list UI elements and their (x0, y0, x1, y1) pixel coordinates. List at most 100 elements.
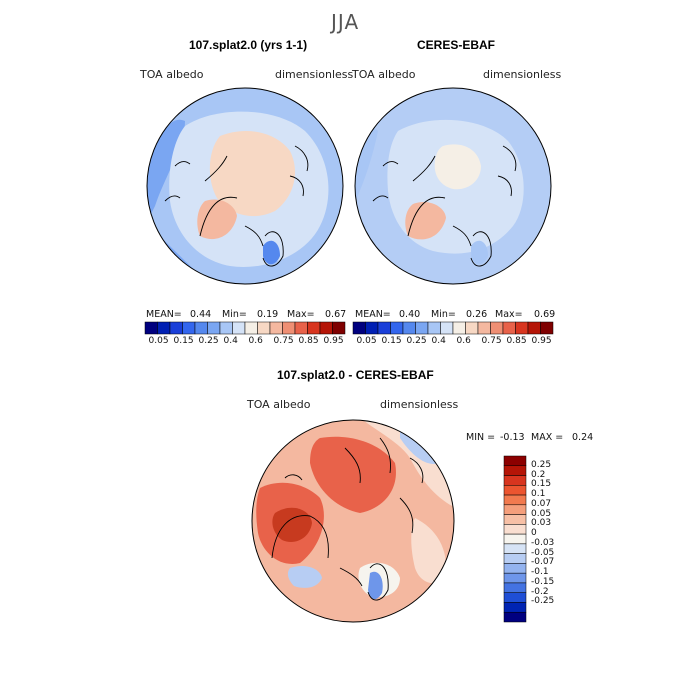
colorbar-swatch (244, 321, 258, 335)
difference-colorbar (503, 455, 527, 623)
colorbar-swatch (402, 321, 416, 335)
colorbar-swatch (503, 553, 527, 564)
colorbar-tick-label: 0.85 (506, 336, 527, 346)
colorbar-swatch (207, 321, 221, 335)
model-albedo-map (146, 87, 344, 285)
negative-region (287, 566, 322, 588)
colorbar-tick-label: 0.95 (531, 336, 552, 346)
colorbar-swatch (503, 475, 527, 486)
colorbar-swatch (352, 321, 366, 335)
colorbar-tick-label: 0.75 (273, 336, 294, 346)
colorbar-tick-label: 0 (531, 528, 537, 539)
panel1-mean-value: 0.44 (190, 309, 212, 320)
colorbar-swatch (377, 321, 391, 335)
colorbar-swatch (503, 533, 527, 545)
colorbar-swatch (257, 321, 271, 335)
strong-positive-region (310, 436, 396, 513)
colorbar-tick-label: 0.07 (531, 498, 552, 509)
colorbar-swatch (194, 321, 208, 335)
colorbar-tick-label: 0.6 (456, 336, 471, 346)
colorbar-swatch (540, 321, 554, 335)
diff-max-value: 0.24 (572, 432, 594, 443)
colorbar-swatch (427, 321, 441, 335)
colorbar-tick-label: 0.75 (481, 336, 502, 346)
colorbar-swatch (490, 321, 504, 335)
colorbar-swatch (503, 563, 527, 574)
colorbar-tick-label: 0.15 (173, 336, 194, 346)
colorbar-swatch (452, 321, 466, 335)
colorbar-tick-label: -0.25 (531, 596, 555, 607)
colorbar-tick-label: -0.05 (531, 547, 555, 558)
colorbar-tick-label: -0.03 (531, 537, 555, 548)
coastline (372, 145, 517, 267)
colorbar-tick-label: 0.15 (531, 479, 552, 490)
colorbar-swatch (503, 582, 527, 593)
colorbar-tick-label: 0.4 (431, 336, 446, 346)
diff-title: 107.splat2.0 - CERES-EBAF (277, 368, 434, 382)
colorbar-tick-label: 0.6 (248, 336, 263, 346)
colorbar-swatch (294, 321, 308, 335)
colorbar-tick-label: 0.85 (298, 336, 319, 346)
colorbar-tick-label: 0.25 (406, 336, 427, 346)
colorbar-swatch (182, 321, 196, 335)
panel2-min-value: 0.26 (466, 309, 488, 320)
colorbar-swatch (503, 611, 527, 623)
colorbar-tick-label: 0.95 (323, 336, 344, 346)
colorbar-swatch (503, 514, 527, 525)
panel1-variable: TOA albedo (140, 68, 204, 81)
panel2-mean-label: MEAN= (355, 309, 391, 320)
panel2-variable: TOA albedo (352, 68, 416, 81)
high-albedo-region (434, 144, 481, 190)
colorbar-tick-label: 0.4 (223, 336, 238, 346)
colorbar-swatch (232, 321, 246, 335)
very-strong-positive-region (272, 507, 312, 543)
panel1-max-value: 0.67 (325, 309, 347, 320)
colorbar-swatch (503, 455, 527, 467)
panel2-units: dimensionless (483, 68, 562, 81)
coastline (271, 437, 424, 601)
colorbar-swatch (503, 572, 527, 584)
colorbar-swatch (502, 321, 516, 335)
colorbar-tick-label: -0.2 (531, 586, 549, 597)
colorbar-tick-label: 0.25 (198, 336, 219, 346)
colorbar-swatch (503, 494, 527, 506)
model-colorbar (144, 321, 346, 335)
colorbar-swatch (390, 321, 404, 335)
panel2-title: CERES-EBAF (417, 38, 496, 52)
diff-variable: TOA albedo (247, 398, 311, 411)
weak-positive-region (411, 518, 446, 584)
colorbar-swatch (515, 321, 529, 335)
coastline (164, 145, 309, 267)
colorbar-tick-label: 0.05 (148, 336, 169, 346)
colorbar-tick-label: -0.07 (531, 557, 555, 568)
colorbar-tick-label: 0.03 (531, 518, 552, 529)
colorbar-swatch (332, 321, 346, 335)
diff-min-label: MIN = (466, 432, 496, 443)
negative-region (368, 571, 383, 600)
colorbar-swatch (503, 465, 527, 476)
colorbar-swatch (503, 504, 527, 515)
ceres-colorbar (352, 321, 554, 335)
colorbar-swatch (144, 321, 158, 335)
panel1-min-label: Min= (222, 309, 247, 320)
ceres-albedo-map (354, 87, 552, 285)
colorbar-tick-label: -0.15 (531, 576, 555, 587)
colorbar-tick-label: -0.1 (531, 567, 549, 578)
colorbar-tick-label: 0.25 (531, 459, 552, 470)
colorbar-swatch (365, 321, 379, 335)
panel2-min-label: Min= (431, 309, 456, 320)
panel1-title: 107.splat2.0 (yrs 1-1) (189, 38, 308, 52)
colorbar-swatch (282, 321, 296, 335)
panel1-max-label: Max= (287, 309, 315, 320)
colorbar-swatch (415, 321, 429, 335)
panel2-mean-value: 0.40 (399, 309, 421, 320)
colorbar-tick-label: 0.1 (531, 489, 546, 500)
colorbar-swatch (307, 321, 321, 335)
colorbar-swatch (465, 321, 479, 335)
diff-max-label: MAX = (531, 432, 564, 443)
greenland-high-albedo (405, 201, 446, 240)
colorbar-swatch (503, 592, 527, 603)
colorbar-swatch (503, 485, 527, 496)
colorbar-tick-label: 0.2 (531, 469, 546, 480)
difference-map (251, 419, 455, 623)
